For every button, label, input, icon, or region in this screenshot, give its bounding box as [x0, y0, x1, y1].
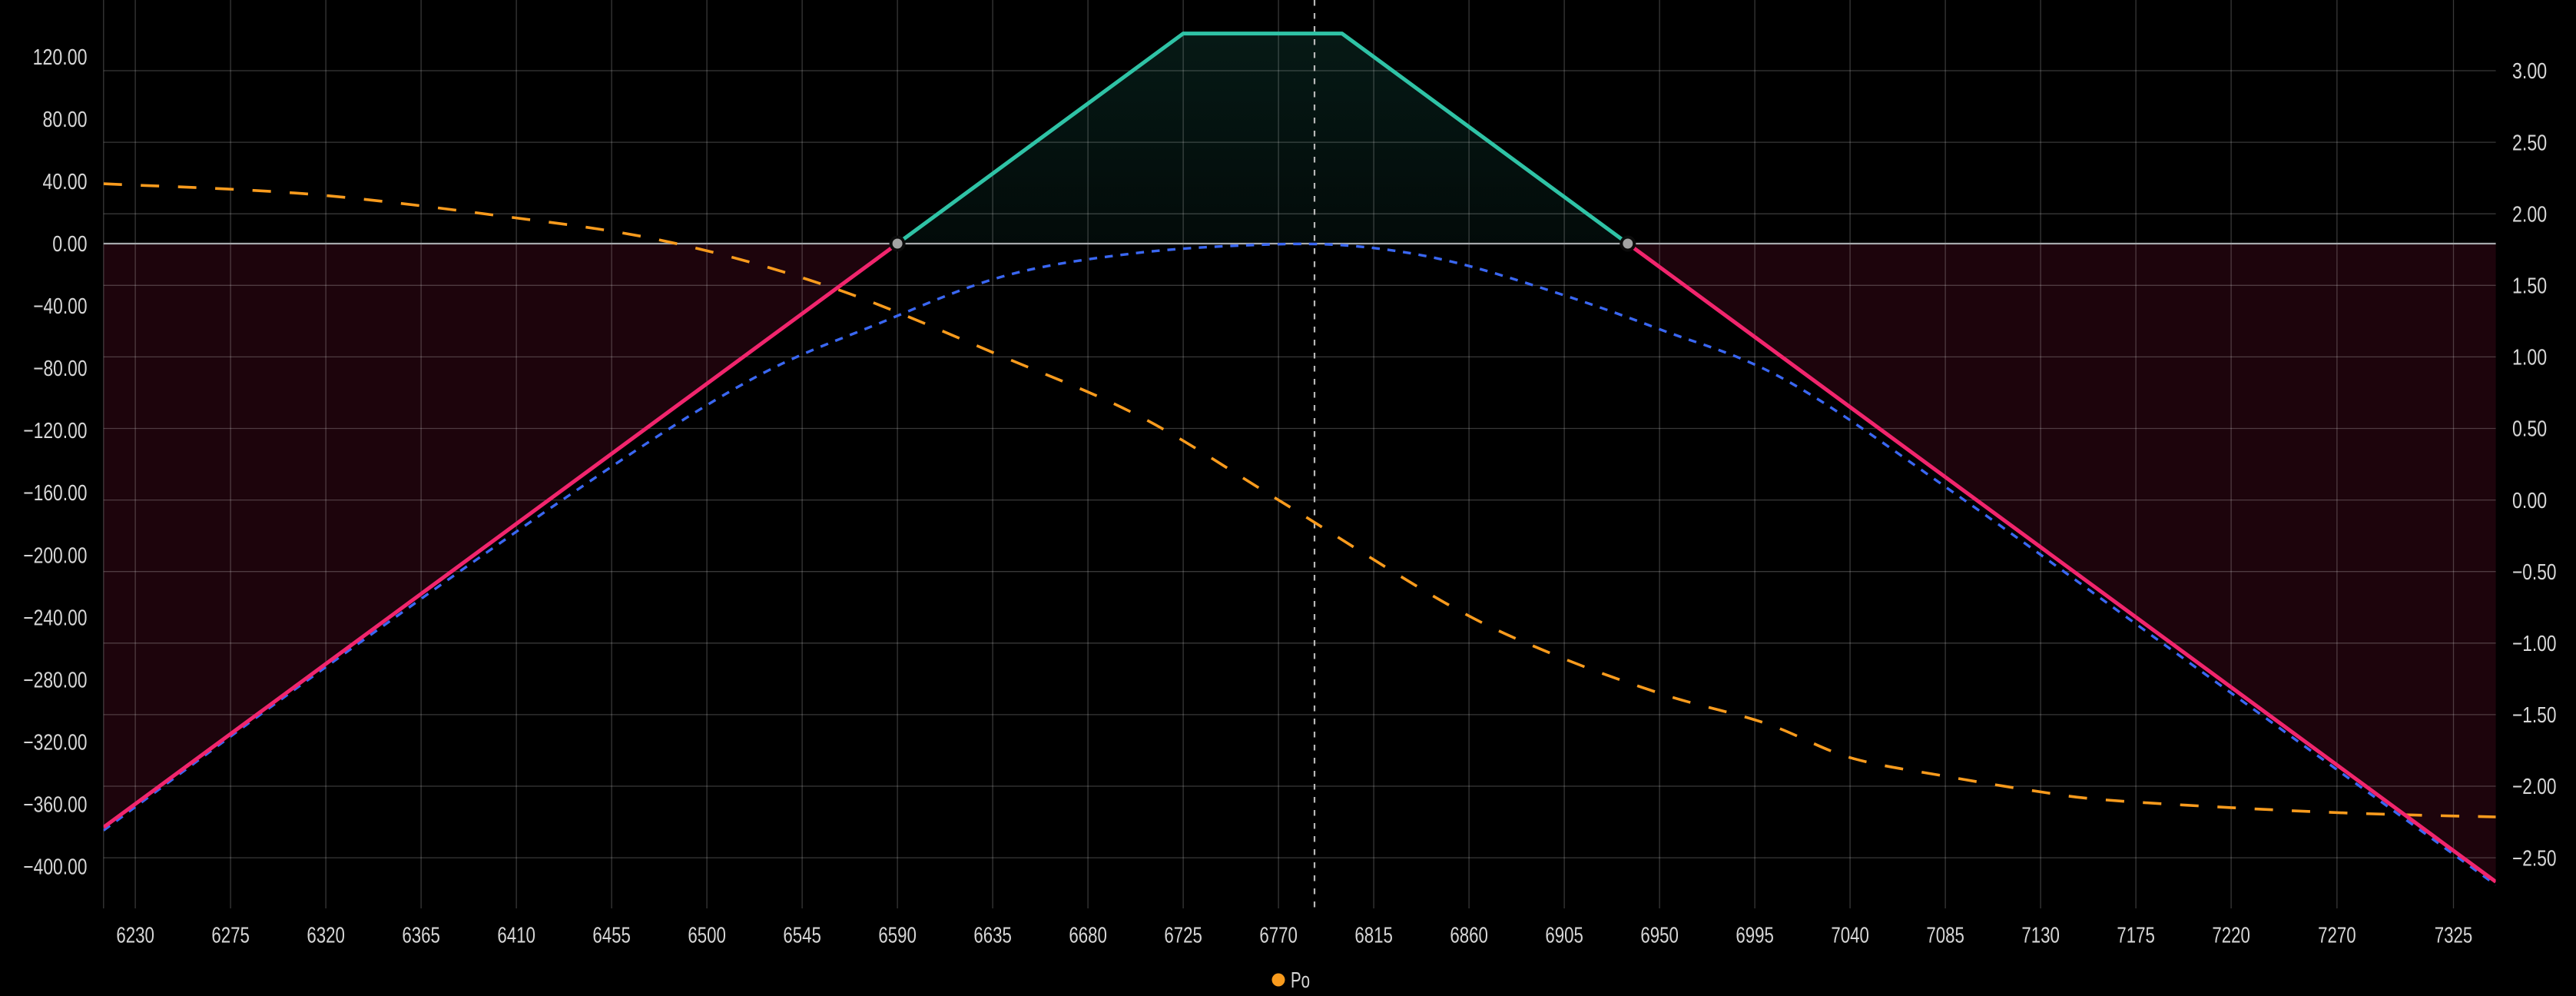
- svg-text:6455: 6455: [592, 924, 631, 948]
- svg-text:6230: 6230: [116, 924, 154, 948]
- svg-text:−240.00: −240.00: [23, 606, 87, 630]
- svg-text:−1.00: −1.00: [2512, 632, 2557, 656]
- svg-text:6725: 6725: [1164, 924, 1202, 948]
- svg-text:120.00: 120.00: [33, 45, 88, 70]
- svg-text:−160.00: −160.00: [23, 481, 87, 506]
- svg-text:−120.00: −120.00: [23, 419, 87, 443]
- svg-text:6995: 6995: [1736, 924, 1774, 948]
- svg-text:Po: Po: [1291, 968, 1310, 993]
- svg-text:6950: 6950: [1640, 924, 1679, 948]
- svg-text:0.00: 0.00: [2512, 489, 2547, 513]
- svg-text:−80.00: −80.00: [33, 357, 87, 381]
- svg-text:−40.00: −40.00: [33, 294, 87, 319]
- svg-text:7040: 7040: [1831, 924, 1869, 948]
- svg-text:7085: 7085: [1926, 924, 1964, 948]
- svg-text:1.50: 1.50: [2512, 274, 2547, 299]
- svg-text:6320: 6320: [307, 924, 345, 948]
- svg-text:6500: 6500: [688, 924, 726, 948]
- svg-text:−320.00: −320.00: [23, 730, 87, 755]
- svg-text:−360.00: −360.00: [23, 792, 87, 817]
- svg-text:1.00: 1.00: [2512, 346, 2547, 370]
- svg-text:6275: 6275: [211, 924, 250, 948]
- svg-text:−400.00: −400.00: [23, 855, 87, 879]
- svg-text:3.00: 3.00: [2512, 59, 2547, 84]
- svg-text:6860: 6860: [1450, 924, 1488, 948]
- svg-text:7220: 7220: [2212, 924, 2250, 948]
- svg-text:0.00: 0.00: [52, 232, 87, 257]
- svg-text:2.00: 2.00: [2512, 202, 2547, 227]
- svg-text:7130: 7130: [2021, 924, 2060, 948]
- svg-text:−0.50: −0.50: [2512, 560, 2557, 585]
- svg-text:2.50: 2.50: [2512, 131, 2547, 155]
- svg-text:6545: 6545: [783, 924, 821, 948]
- svg-text:7270: 7270: [2318, 924, 2356, 948]
- svg-text:6815: 6815: [1354, 924, 1393, 948]
- svg-text:6365: 6365: [402, 924, 440, 948]
- svg-text:6590: 6590: [878, 924, 917, 948]
- svg-text:0.50: 0.50: [2512, 417, 2547, 442]
- svg-text:6635: 6635: [973, 924, 1012, 948]
- svg-text:6905: 6905: [1545, 924, 1583, 948]
- svg-text:6770: 6770: [1259, 924, 1298, 948]
- svg-text:6410: 6410: [497, 924, 535, 948]
- svg-text:−1.50: −1.50: [2512, 703, 2557, 728]
- svg-text:40.00: 40.00: [43, 170, 88, 194]
- svg-text:7175: 7175: [2117, 924, 2155, 948]
- svg-text:80.00: 80.00: [43, 108, 88, 132]
- svg-text:−2.50: −2.50: [2512, 846, 2557, 871]
- svg-text:−2.00: −2.00: [2512, 775, 2557, 799]
- svg-text:−280.00: −280.00: [23, 668, 87, 692]
- svg-text:6680: 6680: [1069, 924, 1107, 948]
- svg-text:−200.00: −200.00: [23, 543, 87, 568]
- svg-text:7325: 7325: [2435, 924, 2473, 948]
